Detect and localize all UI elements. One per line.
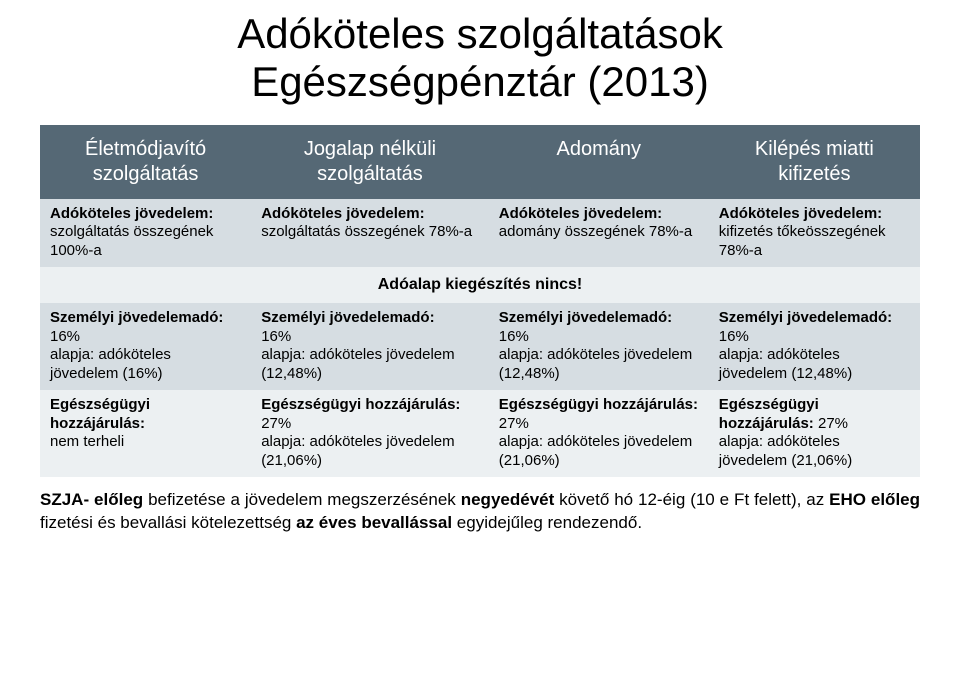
cell-text: szolgáltatás összegének 100%-a bbox=[50, 223, 213, 259]
tax-table: Életmódjavító szolgáltatás Jogalap nélkü… bbox=[40, 125, 920, 477]
cell-text: adomány összegének 78%-a bbox=[499, 223, 692, 240]
footer-bold-2: negyedévét bbox=[461, 490, 555, 509]
cell-bold: Egészségügyi hozzájárulás: bbox=[719, 396, 819, 432]
cell-bold: Adóköteles jövedelem: bbox=[499, 205, 662, 222]
cell-text: 16% bbox=[50, 328, 80, 345]
cell-text: alapja: adóköteles jövedelem (21,06%) bbox=[499, 433, 692, 469]
table-row: Személyi jövedelemadó: 16% alapja: adókö… bbox=[40, 303, 920, 390]
title-line-1: Adóköteles szolgáltatások bbox=[237, 10, 723, 57]
cell-szja-3: Személyi jövedelemadó: 16% alapja: adókö… bbox=[709, 303, 920, 390]
cell-eho-2: Egészségügyi hozzájárulás: 27% alapja: a… bbox=[489, 390, 709, 477]
cell-bold: Adóköteles jövedelem: bbox=[719, 205, 882, 222]
slide-page: Adóköteles szolgáltatások Egészségpénztá… bbox=[0, 0, 960, 689]
table-row: Egészségügyi hozzájárulás: nem terheli E… bbox=[40, 390, 920, 477]
cell-bold: Személyi jövedelemadó: bbox=[719, 309, 892, 326]
table-note-row: Adóalap kiegészítés nincs! bbox=[40, 267, 920, 303]
cell-eho-3: Egészségügyi hozzájárulás: 27% alapja: a… bbox=[709, 390, 920, 477]
cell-bold: Személyi jövedelemadó: bbox=[50, 309, 223, 326]
footer-text: egyidejűleg rendezendő. bbox=[452, 513, 642, 532]
col-header-3: Kilépés miatti kifizetés bbox=[709, 125, 920, 199]
cell-bold: Adóköteles jövedelem: bbox=[261, 205, 424, 222]
cell-income-2: Adóköteles jövedelem: adomány összegének… bbox=[489, 199, 709, 267]
cell-eho-0: Egészségügyi hozzájárulás: nem terheli bbox=[40, 390, 251, 477]
cell-text: alapja: adóköteles jövedelem (16%) bbox=[50, 346, 171, 382]
cell-income-0: Adóköteles jövedelem: szolgáltatás össze… bbox=[40, 199, 251, 267]
page-title: Adóköteles szolgáltatások Egészségpénztá… bbox=[40, 10, 920, 107]
cell-bold: Személyi jövedelemadó: bbox=[261, 309, 434, 326]
footer-text: befizetése a jövedelem megszerzésének bbox=[143, 490, 461, 509]
cell-text: 27% bbox=[499, 415, 529, 432]
col-header-1: Jogalap nélküli szolgáltatás bbox=[251, 125, 489, 199]
cell-text: alapja: adóköteles jövedelem (21,06%) bbox=[261, 433, 454, 469]
cell-text: 16% bbox=[499, 328, 529, 345]
cell-text: 16% bbox=[261, 328, 291, 345]
footer-bold-1: SZJA- előleg bbox=[40, 490, 143, 509]
cell-text: alapja: adóköteles jövedelem (12,48%) bbox=[499, 346, 692, 382]
cell-eho-1: Egészségügyi hozzájárulás: 27% alapja: a… bbox=[251, 390, 489, 477]
col-header-2: Adomány bbox=[489, 125, 709, 199]
cell-text: nem terheli bbox=[50, 433, 124, 450]
cell-text: alapja: adóköteles jövedelem (21,06%) bbox=[719, 433, 852, 469]
cell-bold: Egészségügyi hozzájárulás: bbox=[50, 396, 150, 432]
table-row: Adóköteles jövedelem: szolgáltatás össze… bbox=[40, 199, 920, 267]
cell-szja-2: Személyi jövedelemadó: 16% alapja: adókö… bbox=[489, 303, 709, 390]
cell-bold: Személyi jövedelemadó: bbox=[499, 309, 672, 326]
footer-paragraph: SZJA- előleg befizetése a jövedelem megs… bbox=[40, 489, 920, 535]
footer-bold-3: EHO előleg bbox=[829, 490, 920, 509]
cell-text: 16% bbox=[719, 328, 749, 345]
cell-income-1: Adóköteles jövedelem: szolgáltatás össze… bbox=[251, 199, 489, 267]
note-cell: Adóalap kiegészítés nincs! bbox=[40, 267, 920, 303]
footer-text: követő hó 12-éig (10 e Ft felett), az bbox=[554, 490, 829, 509]
cell-szja-1: Személyi jövedelemadó: 16% alapja: adókö… bbox=[251, 303, 489, 390]
cell-text: alapja: adóköteles jövedelem (12,48%) bbox=[261, 346, 454, 382]
cell-text: 27% bbox=[818, 415, 848, 432]
col-header-0: Életmódjavító szolgáltatás bbox=[40, 125, 251, 199]
footer-bold-4: az éves bevallással bbox=[296, 513, 452, 532]
cell-szja-0: Személyi jövedelemadó: 16% alapja: adókö… bbox=[40, 303, 251, 390]
cell-bold: Adóköteles jövedelem: bbox=[50, 205, 213, 222]
cell-text: szolgáltatás összegének 78%-a bbox=[261, 223, 472, 240]
footer-text: fizetési és bevallási kötelezettség bbox=[40, 513, 296, 532]
cell-income-3: Adóköteles jövedelem: kifizetés tőkeössz… bbox=[709, 199, 920, 267]
cell-text: alapja: adóköteles jövedelem (12,48%) bbox=[719, 346, 852, 382]
cell-bold: Egészségügyi hozzájárulás: bbox=[499, 396, 698, 413]
table-header-row: Életmódjavító szolgáltatás Jogalap nélkü… bbox=[40, 125, 920, 199]
cell-text: 27% bbox=[261, 415, 291, 432]
cell-text: kifizetés tőkeösszegének 78%-a bbox=[719, 223, 886, 259]
title-line-2: Egészségpénztár (2013) bbox=[251, 58, 709, 105]
cell-bold: Egészségügyi hozzájárulás: bbox=[261, 396, 460, 413]
